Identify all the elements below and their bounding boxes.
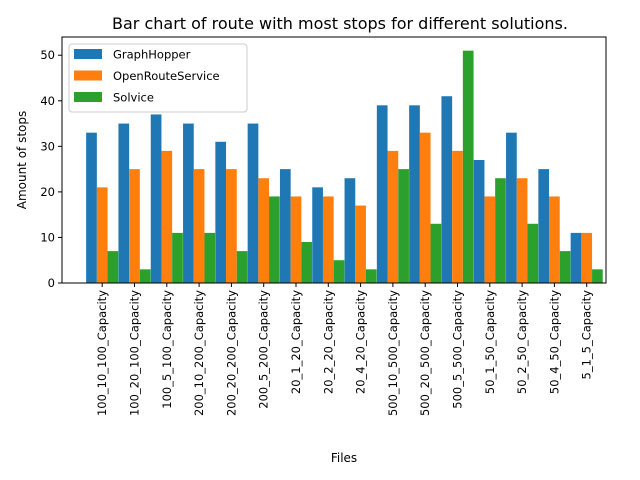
- x-tick-label: 500_5_500_Capacity: [451, 290, 465, 409]
- legend-swatch-openrouteservice: [74, 70, 102, 81]
- x-tick-label: 500_10_500_Capacity: [386, 290, 400, 416]
- x-tick-label: 50_1_50_Capacity: [483, 290, 497, 394]
- x-tick-label: 100_10_100_Capacity: [95, 290, 109, 416]
- bar-openrouteservice-50_2_50_Capacity: [516, 178, 528, 283]
- bar-graphhopper-200_5_200_Capacity: [247, 123, 259, 283]
- bar-graphhopper-500_20_500_Capacity: [409, 105, 420, 283]
- y-tick-label: 40: [40, 94, 55, 108]
- bar-solvice-500_5_500_Capacity: [462, 50, 474, 283]
- x-tick-label: 200_10_200_Capacity: [192, 290, 206, 416]
- y-axis-label: Amount of stops: [15, 111, 29, 210]
- bar-graphhopper-50_1_50_Capacity: [473, 160, 485, 283]
- x-tick-label: 200_5_200_Capacity: [257, 290, 271, 409]
- bar-solvice-5_1_5_Capacity: [592, 269, 603, 283]
- bar-graphhopper-500_5_500_Capacity: [441, 96, 453, 283]
- legend-box: [68, 43, 248, 113]
- x-tick-label: 100_5_100_Capacity: [160, 290, 174, 409]
- x-tick-label: 100_20_100_Capacity: [128, 290, 142, 416]
- bar-openrouteservice-20_4_20_Capacity: [355, 205, 366, 283]
- bar-openrouteservice-100_20_100_Capacity: [129, 169, 140, 283]
- bar-solvice-200_10_200_Capacity: [204, 232, 216, 283]
- y-tick-label: 10: [40, 230, 55, 244]
- y-tick-label: 50: [40, 48, 55, 62]
- x-tick-label: 5_1_5_Capacity: [580, 290, 594, 380]
- bar-graphhopper-5_1_5_Capacity: [570, 232, 582, 283]
- bar-graphhopper-20_2_20_Capacity: [312, 187, 323, 283]
- y-tick-label: 0: [48, 276, 55, 290]
- bar-openrouteservice-100_10_100_Capacity: [96, 187, 108, 283]
- bar-solvice-100_10_100_Capacity: [107, 251, 119, 283]
- bar-graphhopper-50_4_50_Capacity: [538, 169, 550, 283]
- bar-solvice-20_4_20_Capacity: [365, 269, 377, 283]
- bar-openrouteservice-20_2_20_Capacity: [322, 196, 334, 283]
- legend-label-openrouteservice: OpenRouteService: [113, 69, 220, 83]
- bar-openrouteservice-200_10_200_Capacity: [193, 169, 205, 283]
- bars-group: [86, 50, 603, 283]
- bar-solvice-200_5_200_Capacity: [269, 196, 280, 283]
- legend-swatch-solvice: [74, 92, 102, 102]
- legend-swatch-graphhopper: [74, 49, 102, 59]
- bar-solvice-500_20_500_Capacity: [430, 223, 442, 283]
- bar-solvice-100_20_100_Capacity: [139, 269, 151, 283]
- x-tick-label: 20_2_20_Capacity: [321, 290, 335, 394]
- bar-openrouteservice-500_10_500_Capacity: [387, 150, 399, 283]
- x-tick-label: 20_1_20_Capacity: [289, 290, 303, 394]
- bar-openrouteservice-100_5_100_Capacity: [161, 150, 173, 283]
- bar-openrouteservice-50_1_50_Capacity: [484, 196, 496, 283]
- bar-graphhopper-100_5_100_Capacity: [150, 114, 162, 283]
- legend-label-solvice: Solvice: [113, 91, 154, 105]
- bar-openrouteservice-200_20_200_Capacity: [226, 169, 237, 283]
- bar-solvice-20_2_20_Capacity: [333, 260, 345, 283]
- bar-openrouteservice-500_5_500_Capacity: [452, 150, 463, 283]
- x-tick-label: 200_20_200_Capacity: [224, 290, 238, 416]
- legend: GraphHopper OpenRouteService Solvice: [68, 43, 248, 113]
- bar-solvice-500_10_500_Capacity: [398, 169, 409, 283]
- x-tick-label: 20_4_20_Capacity: [354, 290, 368, 394]
- y-tick-label: 20: [40, 185, 55, 199]
- bar-graphhopper-200_10_200_Capacity: [183, 123, 194, 283]
- legend-label-graphhopper: GraphHopper: [113, 48, 191, 62]
- bar-graphhopper-200_20_200_Capacity: [215, 141, 227, 283]
- bar-solvice-100_5_100_Capacity: [172, 232, 183, 283]
- bar-openrouteservice-5_1_5_Capacity: [581, 232, 593, 283]
- bar-graphhopper-20_4_20_Capacity: [344, 178, 356, 283]
- plot-area-frame: [61, 36, 607, 284]
- bar-solvice-50_1_50_Capacity: [495, 178, 506, 283]
- bar-openrouteservice-20_1_20_Capacity: [290, 196, 302, 283]
- bar-graphhopper-50_2_50_Capacity: [506, 132, 517, 283]
- x-axis: 100_10_100_Capacity 100_20_100_Capacity 10…: [95, 283, 594, 416]
- bar-openrouteservice-200_5_200_Capacity: [258, 178, 270, 283]
- y-tick-label: 30: [40, 139, 55, 153]
- bar-graphhopper-20_1_20_Capacity: [279, 169, 291, 283]
- x-tick-label: 500_20_500_Capacity: [418, 290, 432, 416]
- bar-solvice-200_20_200_Capacity: [236, 251, 248, 283]
- x-tick-label: 50_4_50_Capacity: [547, 290, 561, 394]
- chart-title: Bar chart of route with most stops for d…: [112, 14, 568, 33]
- bar-solvice-50_4_50_Capacity: [559, 251, 571, 283]
- bar-graphhopper-100_10_100_Capacity: [86, 132, 97, 283]
- y-axis: 0 10 20 30 40 50: [40, 48, 62, 290]
- x-tick-label: 50_2_50_Capacity: [515, 290, 529, 394]
- x-axis-label: Files: [331, 451, 357, 465]
- bar-solvice-50_2_50_Capacity: [527, 223, 539, 283]
- bar-openrouteservice-50_4_50_Capacity: [549, 196, 560, 283]
- bar-openrouteservice-500_20_500_Capacity: [419, 132, 431, 283]
- bar-solvice-20_1_20_Capacity: [301, 242, 313, 283]
- bar-graphhopper-100_20_100_Capacity: [118, 123, 130, 283]
- bar-graphhopper-500_10_500_Capacity: [376, 105, 388, 283]
